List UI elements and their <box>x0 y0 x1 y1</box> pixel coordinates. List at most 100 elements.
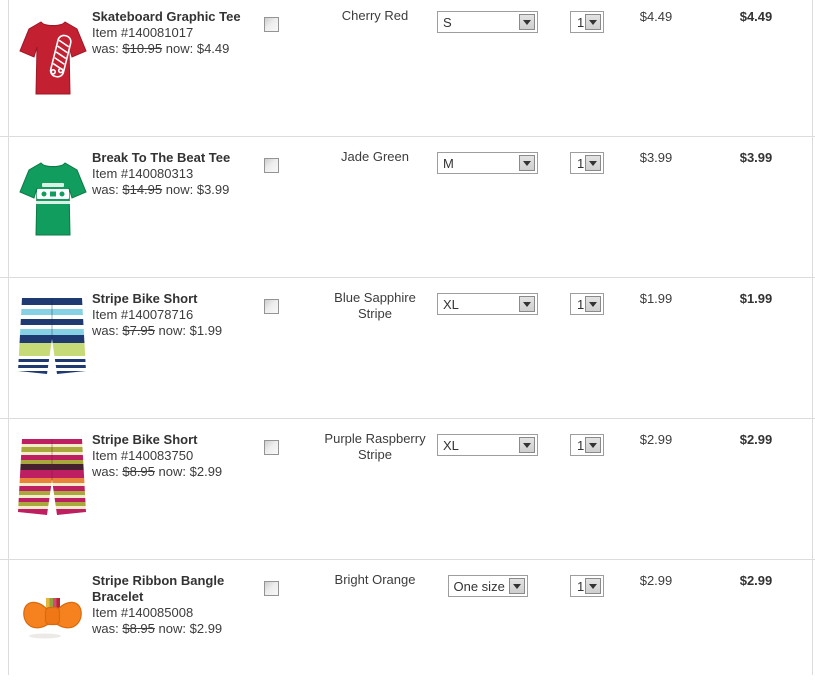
product-image-green-tee <box>18 156 90 244</box>
size-select[interactable]: One size <box>447 575 528 597</box>
dropdown-arrow-icon[interactable] <box>508 578 525 594</box>
size-select[interactable]: M <box>437 152 538 174</box>
now-price: $4.49 <box>196 41 230 56</box>
quantity-select[interactable]: 1 <box>570 434 604 456</box>
was-label: was: <box>92 182 119 197</box>
product-image-orange-bow <box>21 594 93 682</box>
select-item-checkbox[interactable] <box>264 299 279 314</box>
product-info: Skateboard Graphic Tee Item #140081017 w… <box>92 9 262 57</box>
table-row: Skateboard Graphic Tee Item #140081017 w… <box>0 0 815 136</box>
size-select-value: XL <box>443 437 459 453</box>
total-price: $4.49 <box>739 9 773 24</box>
now-price: $3.99 <box>196 182 230 197</box>
dropdown-arrow-icon[interactable] <box>519 437 535 453</box>
now-price: $2.99 <box>189 621 223 636</box>
quantity-select-value: 1 <box>577 296 585 312</box>
product-info: Stripe Ribbon Bangle Bracelet Item #1400… <box>92 573 262 637</box>
tshirt-image <box>19 162 87 236</box>
select-item-checkbox[interactable] <box>264 17 279 32</box>
now-price: $1.99 <box>189 323 223 338</box>
quantity-select[interactable]: 1 <box>570 11 604 33</box>
shorts-image <box>18 439 86 515</box>
now-price: $2.99 <box>189 464 223 479</box>
select-item-checkbox[interactable] <box>264 440 279 455</box>
now-label: now: <box>158 621 186 636</box>
quantity-select-value: 1 <box>577 155 585 171</box>
was-now-price-line: was: $8.95 now: $2.99 <box>92 464 262 480</box>
now-label: now: <box>165 182 194 197</box>
product-title: Stripe Ribbon Bangle Bracelet <box>92 573 225 604</box>
item-number: Item #140078716 <box>92 307 194 322</box>
product-image-raspberry-shorts <box>18 438 90 526</box>
quantity-select-value: 1 <box>577 578 585 594</box>
was-price: $8.95 <box>122 464 155 479</box>
select-item-checkbox[interactable] <box>264 581 279 596</box>
color-label: Jade Green <box>341 149 409 164</box>
quantity-select-value: 1 <box>577 437 585 453</box>
select-item-checkbox[interactable] <box>264 158 279 173</box>
was-price: $10.95 <box>122 41 163 56</box>
dropdown-arrow-icon[interactable] <box>519 296 535 312</box>
now-label: now: <box>158 323 186 338</box>
total-price: $1.99 <box>739 291 773 306</box>
item-number: Item #140080313 <box>92 166 194 181</box>
table-row: Break To The Beat Tee Item #140080313 wa… <box>0 136 815 277</box>
size-select-value: S <box>443 14 452 30</box>
dropdown-arrow-icon[interactable] <box>585 578 601 594</box>
color-label: Cherry Red <box>341 8 409 23</box>
size-select[interactable]: S <box>437 11 538 33</box>
table-row: Stripe Bike Short Item #140078716 was: $… <box>0 277 815 418</box>
size-select-value: M <box>443 155 454 171</box>
table-row: Stripe Bike Short Item #140083750 was: $… <box>0 418 815 559</box>
size-select[interactable]: XL <box>437 293 538 315</box>
was-now-price-line: was: $8.95 now: $2.99 <box>92 621 262 637</box>
bow-bracelet-image <box>23 598 82 639</box>
unit-price: $2.99 <box>639 573 673 588</box>
dropdown-arrow-icon[interactable] <box>585 14 601 30</box>
dropdown-arrow-icon[interactable] <box>519 14 535 30</box>
dropdown-arrow-icon[interactable] <box>585 296 601 312</box>
quantity-select-value: 1 <box>577 14 585 30</box>
was-price: $8.95 <box>122 621 155 636</box>
unit-price: $2.99 <box>639 432 673 447</box>
product-info: Break To The Beat Tee Item #140080313 wa… <box>92 150 262 198</box>
was-now-price-line: was: $14.95 now: $3.99 <box>92 182 262 198</box>
was-label: was: <box>92 323 119 338</box>
size-select-value: XL <box>443 296 459 312</box>
total-price: $3.99 <box>739 150 773 165</box>
product-info: Stripe Bike Short Item #140078716 was: $… <box>92 291 262 339</box>
unit-price: $1.99 <box>639 291 673 306</box>
quantity-select[interactable]: 1 <box>570 293 604 315</box>
color-label: Purple Raspberry Stripe <box>324 431 426 462</box>
now-label: now: <box>165 41 194 56</box>
unit-price: $3.99 <box>639 150 673 165</box>
tshirt-image <box>19 21 87 95</box>
was-label: was: <box>92 621 119 636</box>
was-price: $7.95 <box>122 323 155 338</box>
product-title: Stripe Bike Short <box>92 432 198 447</box>
was-label: was: <box>92 41 119 56</box>
item-number: Item #140085008 <box>92 605 194 620</box>
was-price: $14.95 <box>122 182 163 197</box>
size-select[interactable]: XL <box>437 434 538 456</box>
product-title: Break To The Beat Tee <box>92 150 231 165</box>
table-row: Stripe Ribbon Bangle Bracelet Item #1400… <box>0 559 815 700</box>
color-label: Bright Orange <box>334 572 416 587</box>
table-right-border <box>812 0 813 675</box>
dropdown-arrow-icon[interactable] <box>585 155 601 171</box>
quantity-select[interactable]: 1 <box>570 575 604 597</box>
shorts-image <box>18 298 86 374</box>
product-title: Skateboard Graphic Tee <box>92 9 241 24</box>
item-number: Item #140081017 <box>92 25 194 40</box>
product-info: Stripe Bike Short Item #140083750 was: $… <box>92 432 262 480</box>
quantity-select[interactable]: 1 <box>570 152 604 174</box>
now-label: now: <box>158 464 186 479</box>
total-price: $2.99 <box>739 432 773 447</box>
dropdown-arrow-icon[interactable] <box>585 437 601 453</box>
was-label: was: <box>92 464 119 479</box>
unit-price: $4.49 <box>639 9 673 24</box>
dropdown-arrow-icon[interactable] <box>519 155 535 171</box>
was-now-price-line: was: $7.95 now: $1.99 <box>92 323 262 339</box>
table-left-border <box>8 0 9 675</box>
